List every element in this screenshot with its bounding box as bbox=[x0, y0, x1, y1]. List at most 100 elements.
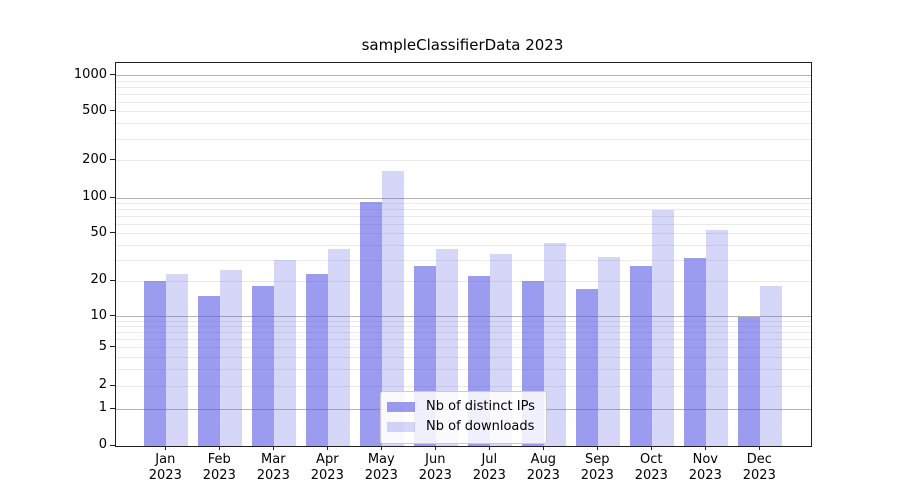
bar-ips-sep bbox=[576, 289, 599, 446]
x-tick-mark-dec bbox=[759, 446, 761, 450]
gridline-100 bbox=[116, 197, 811, 199]
bar-downloads-feb bbox=[220, 269, 243, 446]
bar-downloads-jan bbox=[166, 273, 189, 446]
x-tick-label-jan: Jan 2023 bbox=[148, 452, 182, 483]
y-tick-label-500: 500 bbox=[82, 102, 107, 118]
y-tick-mark-0 bbox=[110, 444, 115, 446]
x-tick-mark-jul bbox=[489, 446, 491, 450]
bar-ips-nov bbox=[684, 258, 707, 446]
y-tick-label-2: 2 bbox=[98, 377, 107, 392]
y-tick-label-1: 1 bbox=[98, 400, 107, 416]
y-tick-mark-10 bbox=[110, 315, 115, 316]
x-tick-label-mar: Mar 2023 bbox=[256, 452, 290, 483]
gridline-1000 bbox=[116, 75, 811, 77]
x-tick-label-aug: Aug 2023 bbox=[526, 452, 560, 483]
bar-downloads-apr bbox=[328, 249, 351, 446]
y-tick-label-200: 200 bbox=[82, 151, 107, 167]
gridline-5 bbox=[116, 347, 811, 349]
y-tick-label-0: 0 bbox=[98, 437, 107, 452]
gridline-400 bbox=[116, 123, 811, 125]
bar-ips-mar bbox=[252, 286, 275, 446]
x-tick-mark-sep bbox=[597, 446, 599, 450]
y-tick-mark-100 bbox=[110, 196, 115, 198]
x-tick-mark-aug bbox=[543, 446, 545, 450]
y-tick-label-5: 5 bbox=[98, 338, 107, 354]
x-tick-label-dec: Dec 2023 bbox=[742, 452, 776, 483]
x-tick-label-may: May 2023 bbox=[364, 452, 398, 483]
y-tick-mark-2 bbox=[110, 384, 115, 386]
x-tick-mark-jun bbox=[435, 446, 437, 450]
x-tick-mark-oct bbox=[651, 446, 653, 450]
y-tick-mark-200 bbox=[110, 159, 115, 161]
y-tick-mark-20 bbox=[110, 279, 115, 281]
x-tick-mark-apr bbox=[327, 446, 329, 450]
gridline-300 bbox=[116, 138, 811, 140]
y-tick-label-100: 100 bbox=[82, 189, 107, 204]
gridline-600 bbox=[116, 101, 811, 103]
x-tick-mark-nov bbox=[705, 446, 707, 450]
bar-downloads-sep bbox=[598, 256, 621, 446]
x-tick-label-feb: Feb 2023 bbox=[202, 452, 236, 483]
gridline-70 bbox=[116, 215, 811, 217]
gridline-9 bbox=[116, 320, 811, 322]
plot-area: Nb of distinct IPs Nb of downloads bbox=[115, 62, 812, 447]
bar-downloads-may bbox=[382, 171, 405, 446]
gridline-20 bbox=[116, 280, 811, 282]
legend-label-downloads: Nb of downloads bbox=[426, 419, 535, 434]
y-tick-label-50: 50 bbox=[90, 224, 107, 240]
legend-row-downloads: Nb of downloads bbox=[387, 417, 535, 437]
gridline-6 bbox=[116, 338, 811, 340]
gridline-8 bbox=[116, 326, 811, 328]
y-tick-label-1000: 1000 bbox=[73, 66, 107, 82]
bar-downloads-oct bbox=[652, 209, 675, 446]
bar-ips-jan bbox=[144, 281, 167, 446]
gridline-2 bbox=[116, 385, 811, 387]
x-tick-mark-may bbox=[381, 446, 383, 450]
x-tick-mark-jan bbox=[165, 446, 167, 450]
gridline-3 bbox=[116, 368, 811, 370]
gridline-90 bbox=[116, 202, 811, 204]
x-tick-mark-feb bbox=[219, 446, 221, 450]
legend-swatch-downloads bbox=[387, 422, 415, 432]
x-tick-label-nov: Nov 2023 bbox=[688, 452, 722, 483]
x-tick-label-oct: Oct 2023 bbox=[634, 452, 668, 483]
bar-downloads-nov bbox=[706, 229, 729, 446]
x-tick-label-jun: Jun 2023 bbox=[418, 452, 452, 483]
bar-downloads-dec bbox=[760, 286, 783, 446]
y-tick-label-20: 20 bbox=[90, 272, 107, 287]
bar-ips-may bbox=[360, 202, 383, 446]
y-tick-mark-500 bbox=[110, 110, 115, 112]
legend-swatch-ips bbox=[387, 402, 415, 412]
legend-label-ips: Nb of distinct IPs bbox=[426, 399, 535, 414]
gridline-200 bbox=[116, 160, 811, 162]
legend-row-ips: Nb of distinct IPs bbox=[387, 397, 535, 417]
x-tick-label-jul: Jul 2023 bbox=[472, 452, 506, 483]
x-tick-label-sep: Sep 2023 bbox=[580, 452, 614, 483]
y-tick-mark-5 bbox=[110, 346, 115, 348]
gridline-50 bbox=[116, 233, 811, 235]
gridline-40 bbox=[116, 244, 811, 246]
gridline-900 bbox=[116, 80, 811, 82]
y-tick-mark-1 bbox=[110, 407, 115, 409]
bar-downloads-mar bbox=[274, 260, 297, 446]
chart-title: sampleClassifierData 2023 bbox=[361, 36, 564, 54]
gridline-30 bbox=[116, 259, 811, 261]
bar-downloads-aug bbox=[544, 242, 567, 446]
x-tick-mark-mar bbox=[273, 446, 275, 450]
bar-ips-feb bbox=[198, 295, 221, 446]
bar-ips-dec bbox=[738, 316, 761, 446]
gridline-80 bbox=[116, 208, 811, 210]
x-tick-label-apr: Apr 2023 bbox=[310, 452, 344, 483]
y-tick-mark-50 bbox=[110, 232, 115, 234]
gridline-7 bbox=[116, 332, 811, 334]
gridline-4 bbox=[116, 356, 811, 358]
bar-ips-oct bbox=[630, 265, 653, 446]
gridline-800 bbox=[116, 86, 811, 88]
y-tick-mark-1000 bbox=[110, 74, 115, 76]
gridline-60 bbox=[116, 223, 811, 225]
bar-ips-apr bbox=[306, 273, 329, 446]
gridline-700 bbox=[116, 93, 811, 95]
gridline-500 bbox=[116, 111, 811, 113]
legend: Nb of distinct IPs Nb of downloads bbox=[380, 391, 547, 444]
